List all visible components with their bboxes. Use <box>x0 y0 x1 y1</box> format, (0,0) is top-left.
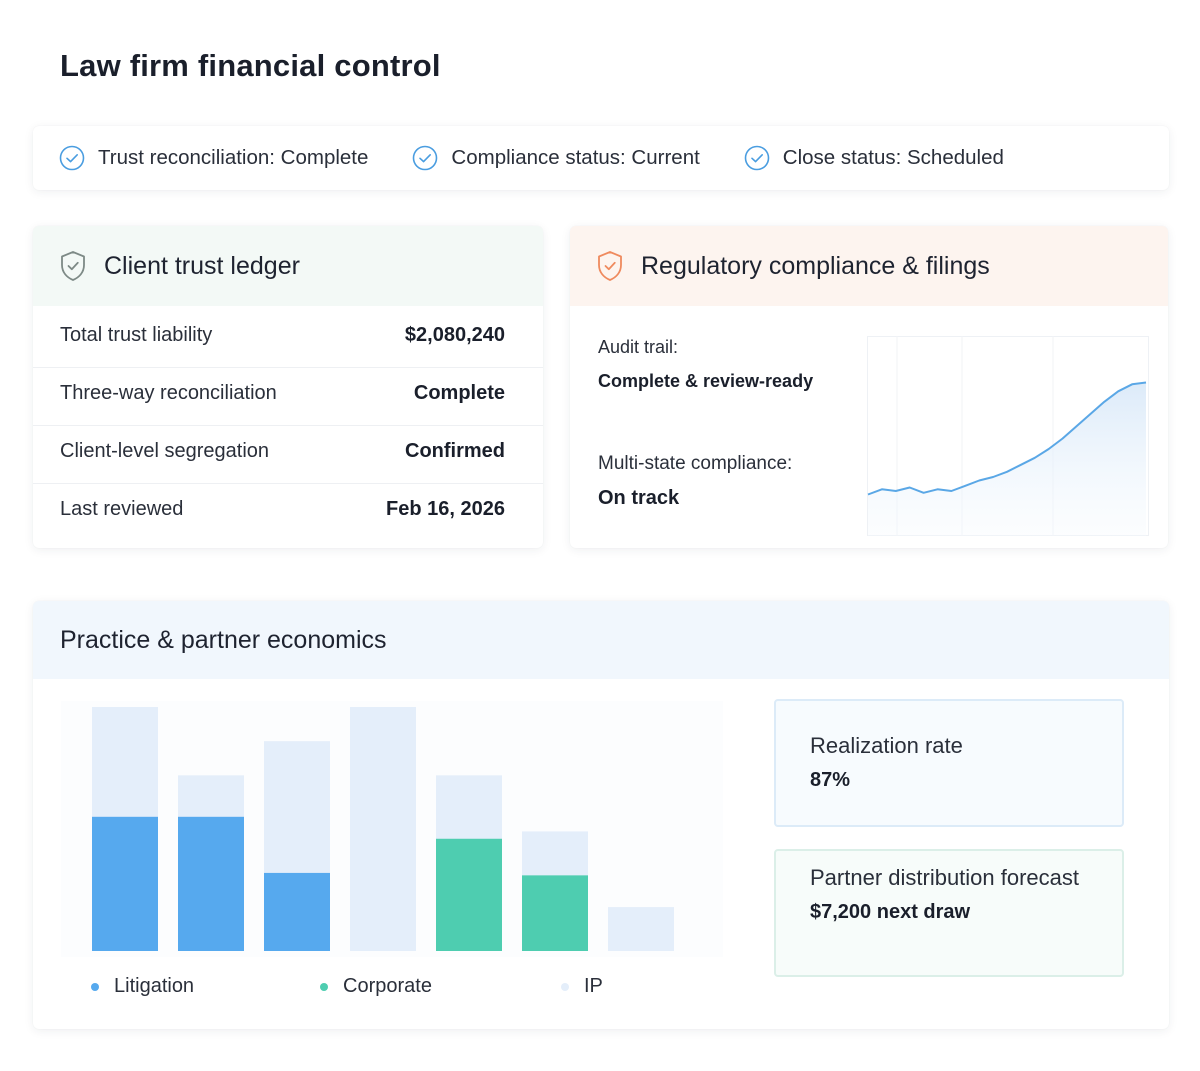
audit-trail-value: Complete & review-ready <box>598 371 814 391</box>
ledger-row-last-reviewed: Last reviewed Feb 16, 2026 <box>60 498 505 521</box>
compliance-trend-chart <box>867 336 1149 536</box>
bar-filled <box>522 875 588 951</box>
status-label: Trust reconciliation: Complete <box>98 146 369 169</box>
legend-item-ip: IP <box>561 975 603 998</box>
ledger-row-label: Total trust liability <box>60 324 213 346</box>
multistate-value: On track <box>598 487 680 509</box>
ledger-row-reconciliation: Three-way reconciliation Complete <box>60 382 505 405</box>
audit-trail-label: Audit trail: <box>598 337 679 357</box>
practice-partner-economics-card: Practice & partner economics Litigation … <box>33 601 1169 1029</box>
divider <box>33 367 543 368</box>
regulatory-compliance-card: Regulatory compliance & filings Audit tr… <box>570 226 1168 548</box>
ledger-title: Client trust ledger <box>104 251 300 280</box>
ledger-row-value: $2,080,240 <box>404 324 505 346</box>
legend-label: Corporate <box>343 975 432 997</box>
status-label: Compliance status: Current <box>451 146 700 169</box>
client-trust-ledger-card: Client trust ledger Total trust liabilit… <box>33 226 543 548</box>
ledger-row-segregation: Client-level segregation Confirmed <box>60 440 505 463</box>
ledger-row-label: Last reviewed <box>60 498 184 520</box>
bar-filled <box>178 816 244 951</box>
practice-bar-chart <box>61 701 723 957</box>
ledger-header: Client trust ledger <box>33 226 543 306</box>
check-circle-icon <box>413 145 438 171</box>
bar-filled <box>436 838 502 951</box>
bar-total <box>350 707 416 951</box>
compliance-title: Regulatory compliance & filings <box>641 251 990 280</box>
realization-rate-card: Realization rate 87% <box>774 699 1124 827</box>
compliance-header: Regulatory compliance & filings <box>570 226 1168 306</box>
divider <box>33 483 543 484</box>
shield-check-icon <box>61 251 85 281</box>
partner-distribution-card: Partner distribution forecast $7,200 nex… <box>774 849 1124 977</box>
kpi-label: Partner distribution forecast <box>810 865 1080 890</box>
divider <box>33 425 543 426</box>
area-fill <box>868 382 1146 536</box>
status-label: Close status: Scheduled <box>782 146 1004 169</box>
status-compliance: Compliance status: Current <box>412 145 700 171</box>
page-title: Law firm financial control <box>60 48 441 83</box>
legend-item-corporate: Corporate <box>320 975 432 998</box>
ledger-row-value: Feb 16, 2026 <box>386 498 505 520</box>
status-close: Close status: Scheduled <box>744 145 1004 171</box>
ledger-row-label: Three-way reconciliation <box>60 382 277 404</box>
trend-line <box>867 381 1147 496</box>
bar-filled <box>92 816 158 951</box>
legend-label: IP <box>584 975 603 997</box>
check-circle-icon <box>744 145 770 171</box>
legend-item-litigation: Litigation <box>91 975 194 998</box>
shield-check-icon <box>598 251 622 281</box>
kpi-label: Realization rate <box>810 733 963 758</box>
status-trust-reconciliation: Trust reconciliation: Complete <box>59 145 368 171</box>
kpi-value: 87% <box>810 769 851 791</box>
check-circle-icon <box>59 145 85 171</box>
multistate-label: Multi-state compliance: <box>598 453 793 474</box>
kpi-value: $7,200 next draw <box>810 901 971 923</box>
bar-filled <box>264 872 330 951</box>
bar-total <box>608 907 674 951</box>
ledger-row-label: Client-level segregation <box>60 440 270 462</box>
ledger-row-value: Complete <box>413 382 505 404</box>
legend-label: Litigation <box>114 975 195 997</box>
ledger-row-value: Confirmed <box>405 440 505 462</box>
legend-dot <box>561 982 569 991</box>
legend-dot <box>320 982 328 991</box>
status-bar: Trust reconciliation: Complete Complianc… <box>33 126 1169 190</box>
legend-dot <box>91 982 99 991</box>
economics-title: Practice & partner economics <box>60 625 387 654</box>
economics-header: Practice & partner economics <box>33 601 1169 679</box>
ledger-row-liability: Total trust liability $2,080,240 <box>60 324 505 347</box>
